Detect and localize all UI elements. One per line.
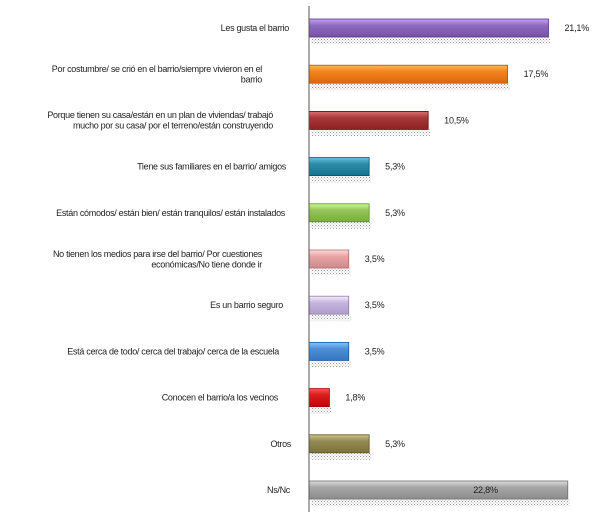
- bar-shadow: [311, 314, 351, 322]
- bar: [308, 18, 549, 38]
- bar-shadow: [311, 406, 332, 414]
- bar-shadow: [311, 360, 351, 368]
- value-label: 22,8%: [473, 485, 498, 495]
- value-label: 3,5%: [365, 300, 385, 310]
- labels-layer: 21,1% Les gusta el barrio 17,5% Por costumb…: [47, 23, 589, 495]
- value-label: 5,3%: [385, 162, 405, 172]
- bar: [308, 249, 350, 269]
- bars-layer: [308, 18, 570, 506]
- bar-shadow: [311, 175, 372, 183]
- category-label: Porque tienen su casa/están en un plan d…: [47, 110, 273, 130]
- category-label: Está cerca de todo/ cerca del trabajo/ c…: [67, 346, 279, 356]
- bar: [308, 64, 509, 84]
- value-label: 21,1%: [564, 23, 589, 33]
- category-label: Conocen el barrio/a los vecinos: [162, 393, 279, 403]
- category-label: Otros: [270, 439, 291, 449]
- value-label: 3,5%: [365, 346, 385, 356]
- category-label: Es un barrio seguro: [210, 300, 283, 310]
- bar: [308, 295, 350, 315]
- bar: [308, 480, 569, 500]
- bar: [308, 434, 370, 454]
- bar-shadow: [311, 37, 551, 44]
- category-label: Ns/Nc: [267, 485, 291, 495]
- bar: [308, 157, 370, 177]
- bar-shadow: [311, 129, 431, 137]
- category-label: Tiene sus familiares en el barrio/ amigo…: [137, 162, 287, 172]
- value-label: 5,3%: [385, 439, 405, 449]
- category-label: Les gusta el barrio: [221, 23, 290, 33]
- bar: [308, 341, 350, 361]
- bar-shadow: [311, 499, 570, 506]
- category-label: Por costumbre/ se crió en el barrio/siem…: [52, 64, 262, 85]
- bar-shadow: [311, 83, 510, 91]
- bar-shadow: [311, 221, 372, 229]
- category-label: Están cómodos/ están bien/ están tranqui…: [56, 208, 286, 218]
- value-label: 5,3%: [385, 208, 405, 218]
- value-label: 1,8%: [345, 393, 365, 403]
- bar: [308, 111, 429, 130]
- bar: [308, 388, 330, 408]
- bar-shadow: [311, 268, 351, 275]
- value-label: 3,5%: [365, 254, 385, 264]
- value-label: 17,5%: [524, 69, 549, 79]
- value-label: 10,5%: [444, 115, 469, 125]
- bar-shadow: [311, 452, 372, 460]
- category-label: No tienen los medios para irse del barri…: [53, 249, 263, 270]
- bar: [308, 203, 370, 223]
